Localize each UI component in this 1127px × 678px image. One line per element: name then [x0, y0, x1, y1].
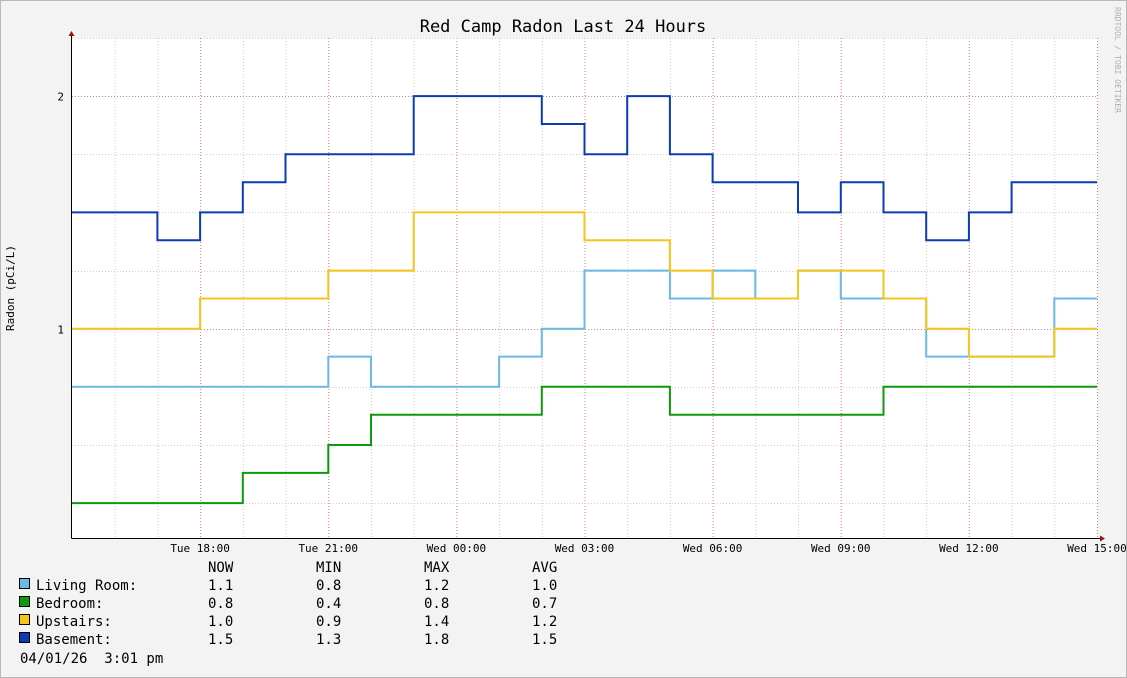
legend-label: Bedroom: — [36, 596, 104, 612]
legend-now: 0.8 — [208, 596, 234, 612]
legend-header-avg: AVG — [532, 560, 558, 576]
timestamp: 04/01/26 3:01 pm — [20, 651, 164, 667]
upstairs-series-line — [72, 211, 1097, 358]
legend-min: 1.3 — [316, 632, 342, 648]
legend-header-now: NOW — [208, 560, 234, 576]
x-tick-label: Wed 03:00 — [555, 542, 615, 555]
legend-header-max: MAX — [424, 560, 450, 576]
y-axis-arrow-icon — [68, 31, 75, 36]
chart-title: Red Camp Radon Last 24 Hours — [420, 17, 707, 37]
legend-avg: 1.0 — [532, 578, 558, 594]
basement-swatch — [19, 632, 30, 643]
legend-min: 0.4 — [316, 596, 342, 612]
x-tick-label: Wed 09:00 — [811, 542, 871, 555]
legend-avg: 1.2 — [532, 614, 558, 630]
y-tick-label: 2 — [57, 91, 64, 104]
legend-now: 1.5 — [208, 632, 234, 648]
legend-max: 0.8 — [424, 596, 450, 612]
x-tick-label: Tue 18:00 — [170, 542, 230, 555]
bedroom-series-line — [72, 385, 1097, 505]
legend-min: 0.9 — [316, 614, 342, 630]
legend-max: 1.2 — [424, 578, 450, 594]
living-room-swatch — [19, 578, 30, 589]
basement-series-line — [72, 95, 1097, 242]
legend-avg: 1.5 — [532, 632, 558, 648]
legend-avg: 0.7 — [532, 596, 558, 612]
x-tick-label: Wed 06:00 — [683, 542, 743, 555]
axes: 1 2 Tue 18:00 Tue 21:00 Wed 00:00 Wed 03:00 We… — [57, 31, 1127, 555]
x-axis-arrow-icon — [1100, 535, 1105, 542]
bedroom-swatch — [19, 596, 30, 607]
legend-min: 0.8 — [316, 578, 342, 594]
series-lines — [72, 95, 1097, 505]
rrdtool-watermark: RRDTOOL / TOBI OETIKER — [1113, 7, 1122, 113]
upstairs-swatch — [19, 614, 30, 625]
legend-max: 1.8 — [424, 632, 450, 648]
x-tick-label: Wed 00:00 — [427, 542, 487, 555]
legend-label: Upstairs: — [36, 614, 112, 630]
legend-now: 1.0 — [208, 614, 234, 630]
y-tick-label: 1 — [57, 324, 64, 337]
x-tick-label: Wed 12:00 — [939, 542, 999, 555]
x-tick-label: Wed 15:00 — [1067, 542, 1127, 555]
legend-header-min: MIN — [316, 560, 342, 576]
x-tick-label: Tue 21:00 — [298, 542, 358, 555]
legend-label: Living Room: — [36, 578, 138, 594]
legend-label: Basement: — [36, 632, 112, 648]
legend-now: 1.1 — [208, 578, 234, 594]
y-axis-label: Radon (pCi/L) — [4, 245, 17, 331]
legend-max: 1.4 — [424, 614, 450, 630]
